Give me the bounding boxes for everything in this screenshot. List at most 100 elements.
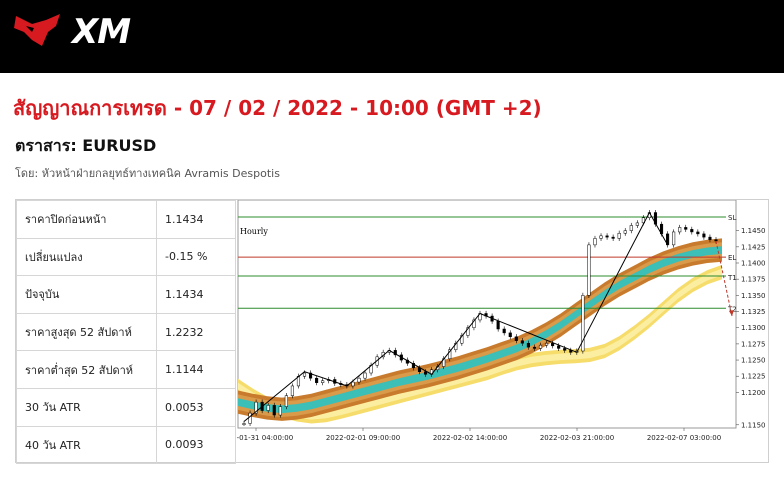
chart-svg: Hourly SL EL T1 T2 1.1150 1.1200 1.1225 1.1250 1.… bbox=[236, 200, 766, 442]
candle-body bbox=[514, 336, 518, 341]
price-chart: Hourly SL EL T1 T2 1.1150 1.1200 1.1225 1.1250 1.… bbox=[236, 200, 770, 464]
candle-body bbox=[599, 235, 603, 239]
projection-arrowhead bbox=[729, 310, 734, 317]
candle-body bbox=[272, 405, 276, 416]
zigzag-line bbox=[243, 211, 669, 422]
stat-label: 30 วัน ATR bbox=[16, 387, 157, 427]
x-tick-label: 2022-02-01 09:00:00 bbox=[326, 434, 400, 442]
stat-label: 40 วัน ATR bbox=[16, 425, 157, 465]
candle-body bbox=[563, 348, 567, 351]
candle-body bbox=[290, 385, 294, 396]
y-tick-label: 1.1300 bbox=[741, 324, 766, 332]
candle-body bbox=[557, 345, 561, 349]
xm-logo[interactable]: XM bbox=[12, 10, 132, 52]
candle-body bbox=[538, 344, 543, 349]
level-label: T2 bbox=[727, 305, 737, 313]
candle-body bbox=[678, 227, 682, 233]
y-tick-label: 1.1450 bbox=[741, 227, 766, 235]
candle-body bbox=[545, 342, 549, 346]
candle-body bbox=[502, 328, 506, 334]
candle-body bbox=[284, 395, 288, 407]
stat-label: ราคาสูงสุด 52 สัปดาห์ bbox=[16, 312, 157, 352]
candle-body bbox=[520, 340, 524, 344]
candle-body bbox=[242, 423, 246, 425]
candle-body bbox=[472, 319, 476, 328]
level-label: EL bbox=[728, 254, 736, 262]
x-tick-label: 2022-02-07 03:00:00 bbox=[647, 434, 721, 442]
stats-row: ราคาสูงสุด 52 สัปดาห์ 1.2232 bbox=[16, 312, 236, 352]
candle-body bbox=[466, 327, 470, 336]
chart-title: Hourly bbox=[240, 227, 268, 236]
stat-label: เปลี่ยนแปลง bbox=[16, 237, 157, 277]
level-label: SL bbox=[728, 214, 736, 222]
stats-row: ราคาปิดก่อนหน้า 1.1434 bbox=[16, 200, 236, 239]
y-tick-label: 1.1200 bbox=[741, 389, 766, 397]
candle-body bbox=[460, 335, 464, 344]
instrument-label: ตราสาร: EURUSD bbox=[15, 136, 157, 155]
candle-body bbox=[672, 231, 676, 246]
candle-body bbox=[351, 381, 355, 387]
candle-body bbox=[315, 377, 319, 383]
candle-body bbox=[696, 231, 700, 235]
stats-row: ปัจจุบัน 1.1434 bbox=[16, 275, 236, 314]
candle-body bbox=[423, 371, 428, 375]
candle-body bbox=[611, 236, 615, 239]
candle-body bbox=[448, 349, 452, 360]
candle-body bbox=[526, 342, 530, 348]
candle-body bbox=[605, 235, 609, 238]
candle-body bbox=[635, 222, 639, 226]
stat-value: 1.1434 bbox=[156, 275, 236, 314]
candle-body bbox=[302, 372, 307, 377]
x-tick-label: 2022-02-03 21:00:00 bbox=[540, 434, 614, 442]
candle-body bbox=[690, 229, 694, 233]
candle-body bbox=[702, 233, 706, 238]
candle-body bbox=[321, 380, 325, 383]
candle-body bbox=[617, 232, 621, 239]
y-tick-label: 1.1350 bbox=[741, 292, 766, 300]
top-bar: XM bbox=[0, 0, 784, 73]
candle-body bbox=[363, 372, 367, 379]
y-tick-label: 1.1250 bbox=[741, 357, 766, 365]
candle-body bbox=[629, 225, 633, 231]
stat-value: 0.0053 bbox=[156, 387, 236, 427]
y-tick-label: 1.1400 bbox=[741, 260, 766, 268]
logo-text: XM bbox=[72, 12, 131, 52]
y-tick-label: 1.1325 bbox=[741, 308, 766, 316]
candle-body bbox=[714, 239, 718, 242]
candle-body bbox=[641, 217, 645, 224]
candle-body bbox=[496, 320, 500, 330]
candle-body bbox=[684, 227, 688, 230]
y-tick-label: 1.1275 bbox=[741, 340, 766, 348]
stats-row: เปลี่ยนแปลง -0.15 % bbox=[16, 237, 236, 277]
stats-row: ราคาต่ำสุด 52 สัปดาห์ 1.1144 bbox=[16, 350, 236, 389]
stat-value: -0.15 % bbox=[156, 237, 236, 277]
x-tick-label: 2022-01-31 04:00:00 bbox=[236, 434, 293, 442]
candle-body bbox=[508, 332, 512, 338]
projection-line bbox=[715, 240, 733, 317]
y-tick-label: 1.1375 bbox=[741, 276, 766, 284]
level-label: T1 bbox=[727, 274, 737, 282]
candle-body bbox=[551, 342, 555, 347]
stats-row: 40 วัน ATR 0.0093 bbox=[16, 425, 236, 465]
x-tick-label: 2022-02-02 14:00:00 bbox=[433, 434, 507, 442]
signal-panel: ราคาปิดก่อนหน้า 1.1434 เปลี่ยนแปลง -0.15 % ป… bbox=[15, 199, 770, 465]
stats-table: ราคาปิดก่อนหน้า 1.1434 เปลี่ยนแปลง -0.15 % ป… bbox=[16, 200, 236, 465]
candle-body bbox=[254, 401, 258, 414]
candle-body bbox=[266, 405, 270, 411]
candle-body bbox=[278, 406, 282, 416]
stat-value: 1.1144 bbox=[156, 350, 236, 389]
author-byline: โดย: หัวหน้าฝ่ายกลยุทธ์ทางเทคนิค Avramis… bbox=[15, 167, 280, 180]
candle-body bbox=[248, 412, 252, 424]
band-teal-core bbox=[238, 246, 722, 414]
stat-label: ราคาปิดก่อนหน้า bbox=[16, 200, 157, 239]
candle-body bbox=[309, 372, 313, 379]
bull-icon bbox=[14, 14, 60, 46]
candle-body bbox=[587, 244, 591, 296]
candle-body bbox=[593, 238, 597, 246]
page-title: สัญญาณการเทรด - 07 / 02 / 2022 - 10:00 (… bbox=[13, 96, 542, 120]
stat-value: 1.2232 bbox=[156, 312, 236, 352]
stat-value: 0.0093 bbox=[156, 425, 236, 465]
stat-label: ราคาต่ำสุด 52 สัปดาห์ bbox=[16, 350, 157, 389]
stats-row: 30 วัน ATR 0.0053 bbox=[16, 387, 236, 427]
candle-body bbox=[708, 236, 712, 240]
